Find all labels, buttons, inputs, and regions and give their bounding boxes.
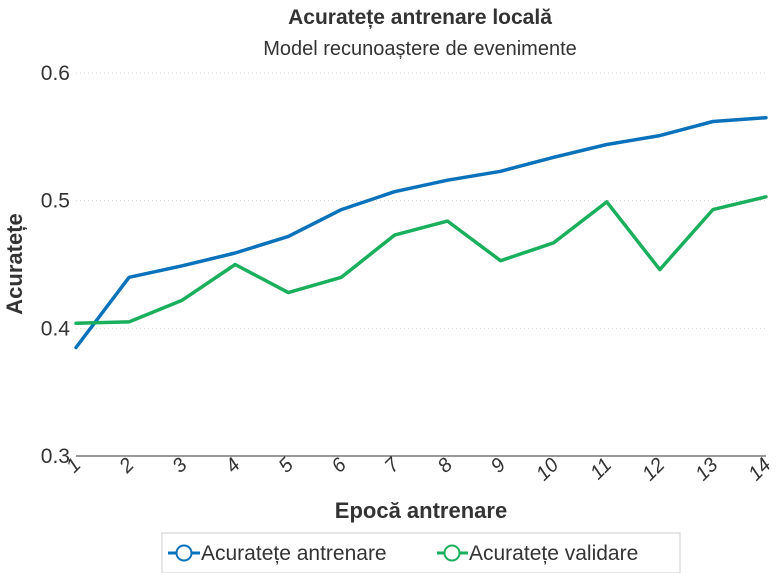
x-tick-label: 8 xyxy=(434,454,457,477)
y-axis: 0.3 0.4 0.5 0.6 xyxy=(41,62,71,468)
y-axis-title: Acuratețe xyxy=(2,213,27,314)
x-tick-label: 4 xyxy=(221,454,244,477)
x-tick-label: 10 xyxy=(532,454,563,485)
y-tick-label: 0.5 xyxy=(41,190,70,213)
x-tick-label: 13 xyxy=(691,454,722,485)
x-tick-label: 9 xyxy=(487,454,510,477)
x-tick-label: 3 xyxy=(168,454,191,477)
chart-title: Acuratețe antrenare locală xyxy=(288,6,552,29)
y-tick-label: 0.4 xyxy=(41,317,71,340)
x-tick-label: 7 xyxy=(381,453,405,477)
y-tick-label: 0.6 xyxy=(41,62,70,85)
x-tick-label: 11 xyxy=(586,454,616,484)
legend-label-valid: Acuratețe validare xyxy=(469,542,638,565)
legend-label-train: Acuratețe antrenare xyxy=(201,542,387,565)
legend-marker-train xyxy=(175,544,193,562)
x-tick-label: 6 xyxy=(327,453,351,477)
legend: Acuratețe antrenare Acuratețe validare xyxy=(161,532,681,573)
chart-subtitle: Model recunoaștere de evenimente xyxy=(263,38,577,60)
x-axis: 1 2 3 4 5 6 7 8 9 10 11 12 13 14 xyxy=(62,453,775,485)
x-tick-label: 14 xyxy=(744,454,775,485)
x-tick-label: 1 xyxy=(62,454,85,477)
grid-lines xyxy=(76,72,766,329)
x-axis-title: Epocă antrenare xyxy=(335,498,507,523)
series-line-train xyxy=(74,115,768,350)
legend-marker-valid xyxy=(443,544,461,562)
x-tick-label: 12 xyxy=(638,454,669,485)
legend-box xyxy=(161,532,681,573)
y-tick-label: 0.3 xyxy=(41,445,70,468)
x-tick-label: 5 xyxy=(274,453,298,477)
series-lines xyxy=(74,115,768,350)
series-line-valid xyxy=(74,195,768,325)
x-tick-label: 2 xyxy=(114,454,138,478)
